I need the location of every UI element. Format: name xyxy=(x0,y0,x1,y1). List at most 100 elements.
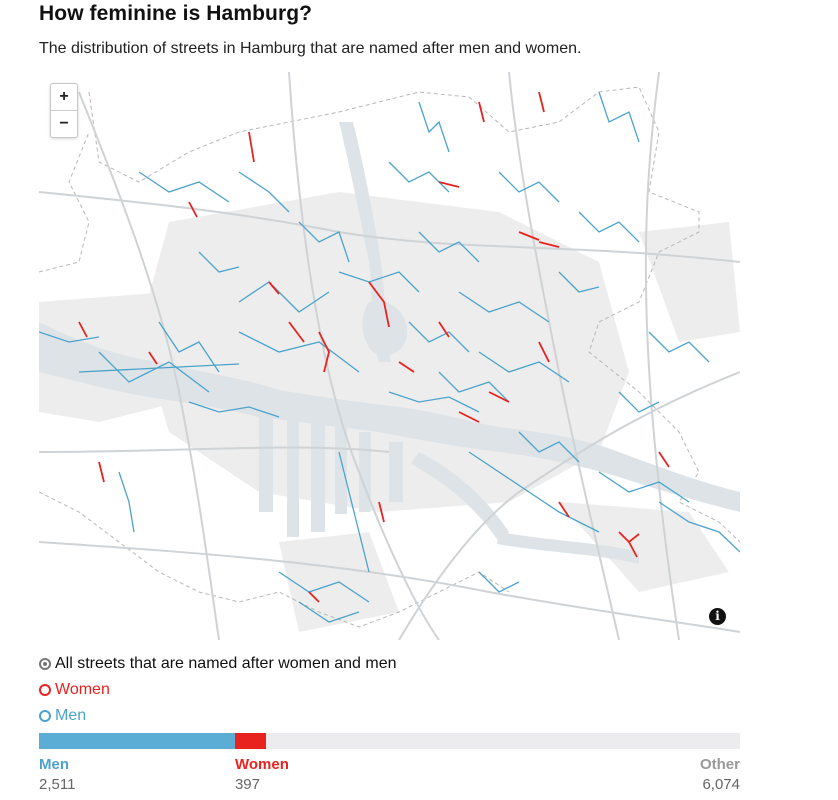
street-men xyxy=(198,251,240,273)
street-men xyxy=(518,431,580,463)
filter-option-women[interactable]: Women xyxy=(39,677,397,703)
radio-men-icon[interactable] xyxy=(39,710,51,722)
street-men xyxy=(188,401,280,418)
road xyxy=(39,541,740,633)
street-men xyxy=(238,171,290,213)
street-women xyxy=(538,91,545,113)
water xyxy=(39,122,740,564)
zoom-out-button[interactable]: − xyxy=(51,110,77,137)
bar-segment-men xyxy=(39,733,235,749)
street-men xyxy=(468,451,600,533)
street-women xyxy=(438,181,460,188)
street-men xyxy=(98,351,210,393)
harbor-basin xyxy=(335,424,347,514)
street-men xyxy=(478,571,520,593)
street-women xyxy=(538,341,550,363)
street-women xyxy=(78,321,88,338)
street-men xyxy=(118,471,135,533)
harbor-basin xyxy=(359,432,371,512)
other-count: 6,074 xyxy=(702,776,740,793)
road xyxy=(78,91,220,640)
other-label: Other xyxy=(699,756,740,773)
state-boundary xyxy=(88,86,740,543)
street-men xyxy=(498,171,560,203)
road xyxy=(39,446,390,453)
road xyxy=(508,72,620,640)
urban-area xyxy=(639,222,740,342)
road xyxy=(288,72,440,640)
street-women xyxy=(148,351,158,365)
street-men xyxy=(598,471,690,503)
street-men xyxy=(278,571,370,603)
street-women xyxy=(378,501,385,523)
state-boundary xyxy=(39,491,510,628)
street-map[interactable]: + − i xyxy=(39,72,740,640)
street-men xyxy=(578,211,640,243)
street-men xyxy=(238,331,360,373)
street-men xyxy=(298,601,360,623)
street-women xyxy=(98,461,105,483)
street-women xyxy=(538,241,560,248)
harbor-channel xyxy=(497,532,639,564)
street-women xyxy=(288,321,305,343)
street-women xyxy=(308,591,320,603)
street-women xyxy=(368,281,390,328)
street-men xyxy=(558,271,600,293)
street-women xyxy=(518,231,540,241)
street-women xyxy=(658,451,670,468)
road xyxy=(398,371,740,640)
street-women xyxy=(438,321,450,338)
streets-named-after-women xyxy=(78,91,670,603)
street-men xyxy=(438,371,510,403)
major-roads xyxy=(39,72,740,640)
street-women xyxy=(628,541,638,558)
boundary-lines xyxy=(39,86,740,628)
street-women xyxy=(478,101,485,123)
harbor-basin xyxy=(259,412,273,512)
street-men xyxy=(78,363,240,373)
filter-option-all[interactable]: All streets that are named after women a… xyxy=(39,651,397,677)
street-men xyxy=(458,291,550,323)
street-women xyxy=(188,201,198,218)
alster-lake xyxy=(362,301,408,356)
street-men xyxy=(138,171,230,203)
men-label: Men xyxy=(39,756,69,773)
map-canvas[interactable] xyxy=(39,72,740,640)
bar-segment-women xyxy=(234,733,266,749)
street-men xyxy=(418,231,480,263)
page-subtitle: The distribution of streets in Hamburg t… xyxy=(39,40,582,57)
street-men xyxy=(388,391,480,413)
street-men xyxy=(158,321,220,373)
elbe-river xyxy=(39,322,740,512)
zoom-in-button[interactable]: + xyxy=(59,88,69,105)
street-men xyxy=(39,331,100,343)
street-women xyxy=(488,391,510,403)
urban-area xyxy=(559,502,729,592)
street-women xyxy=(398,361,415,373)
street-men xyxy=(338,271,420,293)
filter-option-label: Men xyxy=(55,707,87,724)
info-icon[interactable]: i xyxy=(709,608,726,625)
street-men xyxy=(618,391,660,413)
distribution-bar xyxy=(39,733,740,749)
street-men xyxy=(298,221,350,263)
filter-option-label: Women xyxy=(55,681,110,698)
men-count: 2,511 xyxy=(39,776,76,793)
street-women xyxy=(248,131,255,163)
street-men xyxy=(338,451,370,573)
radio-women-icon[interactable] xyxy=(39,684,51,696)
harbor-basin xyxy=(311,422,325,532)
harbor-basin xyxy=(287,417,299,537)
street-women xyxy=(268,281,280,295)
harbor-basin xyxy=(389,442,403,502)
street-men xyxy=(238,281,330,313)
road xyxy=(39,191,740,263)
women-label: Women xyxy=(234,756,289,773)
radio-selected-icon[interactable] xyxy=(39,658,51,670)
harbor-channel xyxy=(411,452,509,542)
street-women xyxy=(558,501,570,518)
street-women xyxy=(318,331,330,373)
filter-options: All streets that are named after women a… xyxy=(39,651,397,729)
filter-option-men[interactable]: Men xyxy=(39,703,397,729)
street-men xyxy=(418,101,450,153)
